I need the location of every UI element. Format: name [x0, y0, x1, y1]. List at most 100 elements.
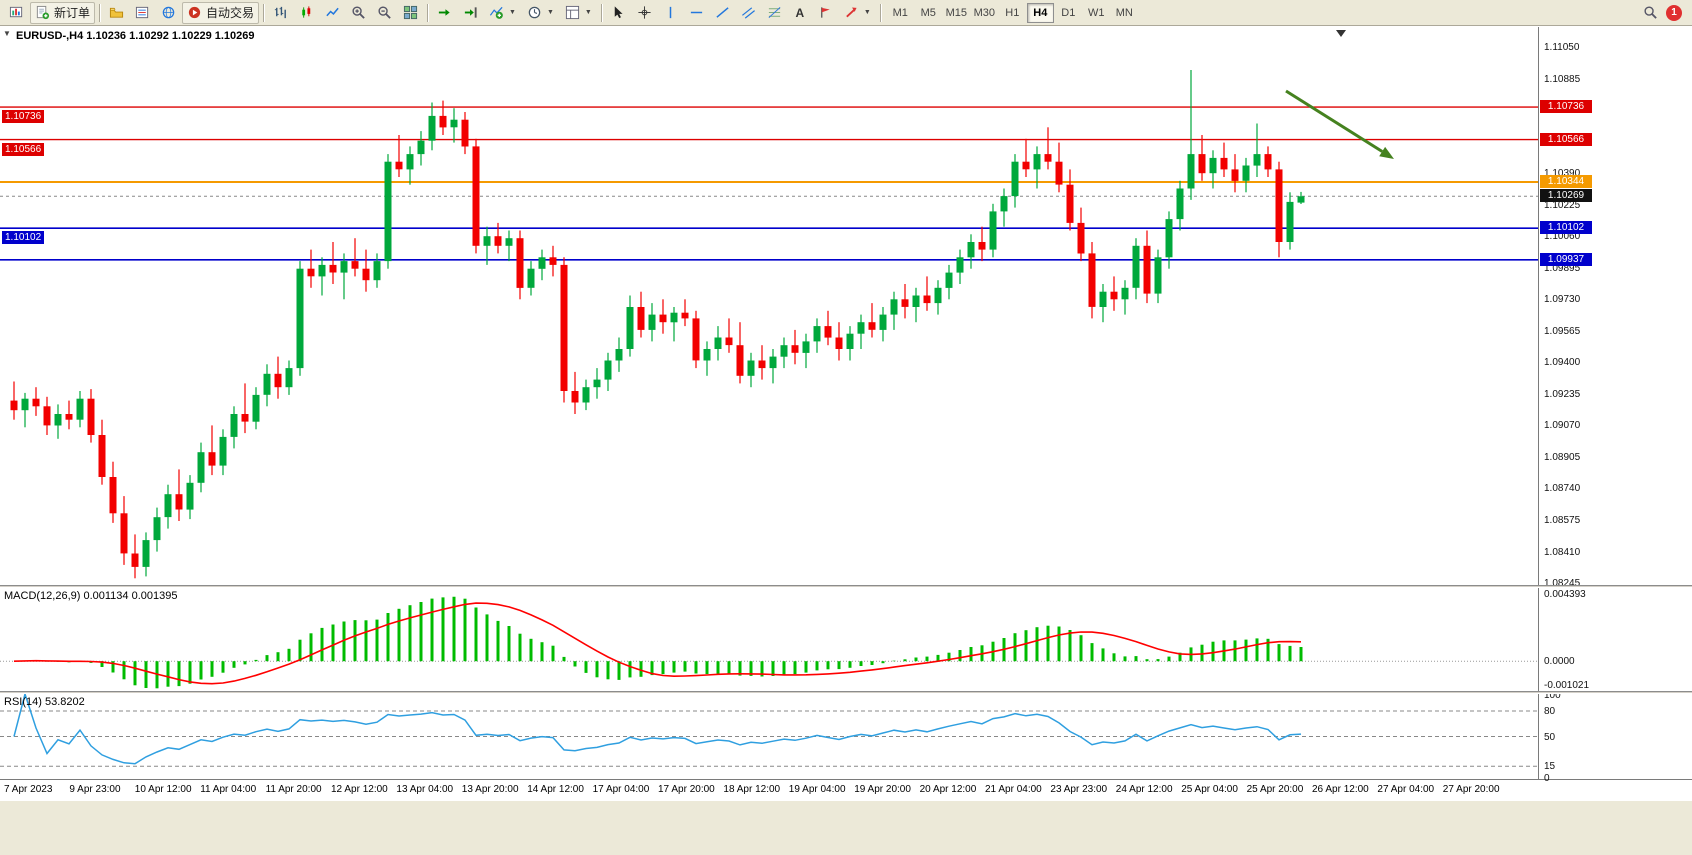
time-axis-label: 19 Apr 20:00	[854, 784, 911, 795]
toolbar-separator	[600, 3, 602, 22]
trendline-tool-button[interactable]	[710, 2, 735, 24]
timeframe-button-d1[interactable]: D1	[1061, 6, 1076, 19]
toolbar-separator	[99, 3, 101, 22]
arrows-tool-button[interactable]: ▼	[839, 2, 876, 24]
timeframe-button-h4[interactable]: H4	[1026, 2, 1054, 23]
time-axis-label: 13 Apr 20:00	[461, 784, 519, 795]
fibonacci-tool-button[interactable]	[762, 2, 787, 24]
main-toolbar: 新订单 自动交易 ▼ ▼	[0, 0, 1692, 26]
crosshair-icon	[637, 5, 652, 20]
time-axis-label: 20 Apr 12:00	[919, 784, 977, 795]
text-label-tool-button[interactable]	[813, 2, 838, 24]
auto-scroll-button[interactable]	[432, 2, 457, 24]
time-axis-label: 9 Apr 23:00	[69, 784, 121, 795]
price-axis-tick: 1.09070	[1544, 420, 1581, 432]
periods-button[interactable]: ▼	[522, 2, 559, 24]
horizontal-line-tool-button[interactable]	[684, 2, 709, 24]
horizontal-line-icon	[689, 5, 704, 20]
hline-price-badge: 1.09937	[1540, 252, 1592, 266]
timeframe-button-w1[interactable]: W1	[1088, 6, 1105, 19]
timeframe-button-m1[interactable]: M1	[892, 6, 908, 19]
price-axis-tick: 1.08740	[1544, 483, 1581, 495]
text-label-icon	[818, 5, 833, 20]
candlestick-icon	[299, 5, 314, 20]
price-axis-tick: 1.10390	[1544, 168, 1581, 180]
crosshair-button[interactable]	[632, 2, 657, 24]
pane-separator[interactable]	[0, 585, 1692, 588]
pane-separator[interactable]	[0, 691, 1692, 694]
macd-indicator-label: MACD(12,26,9) 0.001134 0.001395	[4, 590, 178, 602]
template-icon	[565, 5, 580, 20]
channel-icon	[741, 5, 756, 20]
price-axis[interactable]: 1.110501.108851.107201.105551.103901.102…	[1538, 27, 1692, 784]
dropdown-caret-icon: ▼	[509, 9, 516, 16]
time-axis[interactable]: 7 Apr 2023 9 Apr 23:00 10 Apr 12:00 11 Apr …	[0, 779, 1692, 801]
refresh-button[interactable]	[156, 2, 181, 24]
time-axis-label: 27 Apr 04:00	[1377, 784, 1435, 795]
price-axis-tick: 1.10060	[1544, 231, 1581, 243]
rsi-indicator-label: RSI(14) 53.8202	[4, 696, 85, 708]
new-order-label: 新订单	[54, 6, 91, 20]
time-axis-label: 12 Apr 12:00	[331, 784, 388, 795]
price-chart-pane[interactable]: ▼ EURUSD-,H4 1.10236 1.10292 1.10229 1.1…	[0, 27, 1538, 585]
macd-axis-max: 0.004393	[1544, 589, 1586, 600]
templates-button[interactable]: ▼	[560, 2, 597, 24]
line-chart-button[interactable]	[320, 2, 345, 24]
zoom-in-icon	[351, 5, 366, 20]
macd-indicator-pane[interactable]: MACD(12,26,9) 0.001134 0.001395	[0, 588, 1538, 691]
time-axis-label: 21 Apr 04:00	[985, 784, 1042, 795]
auto-scroll-icon	[437, 5, 452, 20]
trendline-icon	[715, 5, 730, 20]
price-axis-tick: 1.08245	[1544, 578, 1581, 590]
globe-icon	[161, 5, 176, 20]
time-axis-label: 19 Apr 04:00	[788, 784, 846, 795]
indicators-button[interactable]: ▼	[484, 2, 521, 24]
zoom-in-button[interactable]	[346, 2, 371, 24]
hline-left-price-badge: 1.10102	[2, 231, 45, 245]
price-axis-tick: 1.08410	[1544, 546, 1581, 558]
channel-tool-button[interactable]	[736, 2, 761, 24]
price-axis-tick: 1.09400	[1544, 357, 1581, 369]
search-button[interactable]	[1638, 2, 1663, 24]
chart-window: ▼ EURUSD-,H4 1.10236 1.10292 1.10229 1.1…	[0, 26, 1692, 801]
tile-windows-icon	[403, 5, 418, 20]
tile-windows-button[interactable]	[398, 2, 423, 24]
line-chart-icon	[325, 5, 340, 20]
macd-plot[interactable]	[0, 588, 1538, 691]
timeframe-button-h1[interactable]: H1	[1005, 6, 1020, 19]
time-axis-label: 11 Apr 04:00	[200, 784, 257, 795]
indicators-icon	[489, 5, 504, 20]
timeframe-button-m5[interactable]: M5	[920, 6, 936, 19]
symbol-ohlc-header: EURUSD-,H4 1.10236 1.10292 1.10229 1.102…	[16, 30, 255, 42]
quotes-list-icon	[135, 5, 150, 20]
candlestick-plot[interactable]	[0, 27, 1538, 585]
market-watch-button[interactable]	[130, 2, 155, 24]
new-chart-button[interactable]	[4, 2, 29, 24]
one-click-trading-arrow[interactable]: ▼	[3, 29, 11, 38]
zoom-out-button[interactable]	[372, 2, 397, 24]
timeframe-button-m30[interactable]: M30	[973, 6, 995, 19]
folder-icon	[109, 5, 124, 20]
time-axis-label: 18 Apr 12:00	[723, 784, 781, 795]
timeframe-button-m15[interactable]: M15	[945, 6, 967, 19]
text-tool-button[interactable]: A	[788, 2, 812, 24]
search-icon	[1643, 5, 1658, 20]
bar-chart-button[interactable]	[268, 2, 293, 24]
notifications-badge[interactable]: 1	[1666, 4, 1682, 21]
vertical-line-tool-button[interactable]	[658, 2, 683, 24]
toolbar-separator	[427, 3, 429, 22]
timeframe-button-mn[interactable]: MN	[1115, 6, 1133, 19]
profiles-button[interactable]	[104, 2, 129, 24]
time-axis-label: 17 Apr 20:00	[658, 784, 715, 795]
price-axis-tick: 1.10885	[1544, 73, 1581, 85]
autotrading-button[interactable]: 自动交易	[182, 1, 260, 24]
rsi-axis-tick: 15	[1544, 761, 1556, 773]
chart-shift-button[interactable]	[458, 2, 483, 24]
new-order-button[interactable]: 新订单	[30, 1, 96, 24]
cursor-button[interactable]	[606, 2, 631, 24]
rsi-indicator-pane[interactable]: RSI(14) 53.8202	[0, 694, 1538, 779]
price-axis-tick: 1.09565	[1544, 325, 1581, 337]
hline-price-badge: 1.10566	[1540, 132, 1592, 146]
rsi-plot[interactable]	[0, 694, 1538, 779]
candlestick-chart-button[interactable]	[294, 2, 319, 24]
